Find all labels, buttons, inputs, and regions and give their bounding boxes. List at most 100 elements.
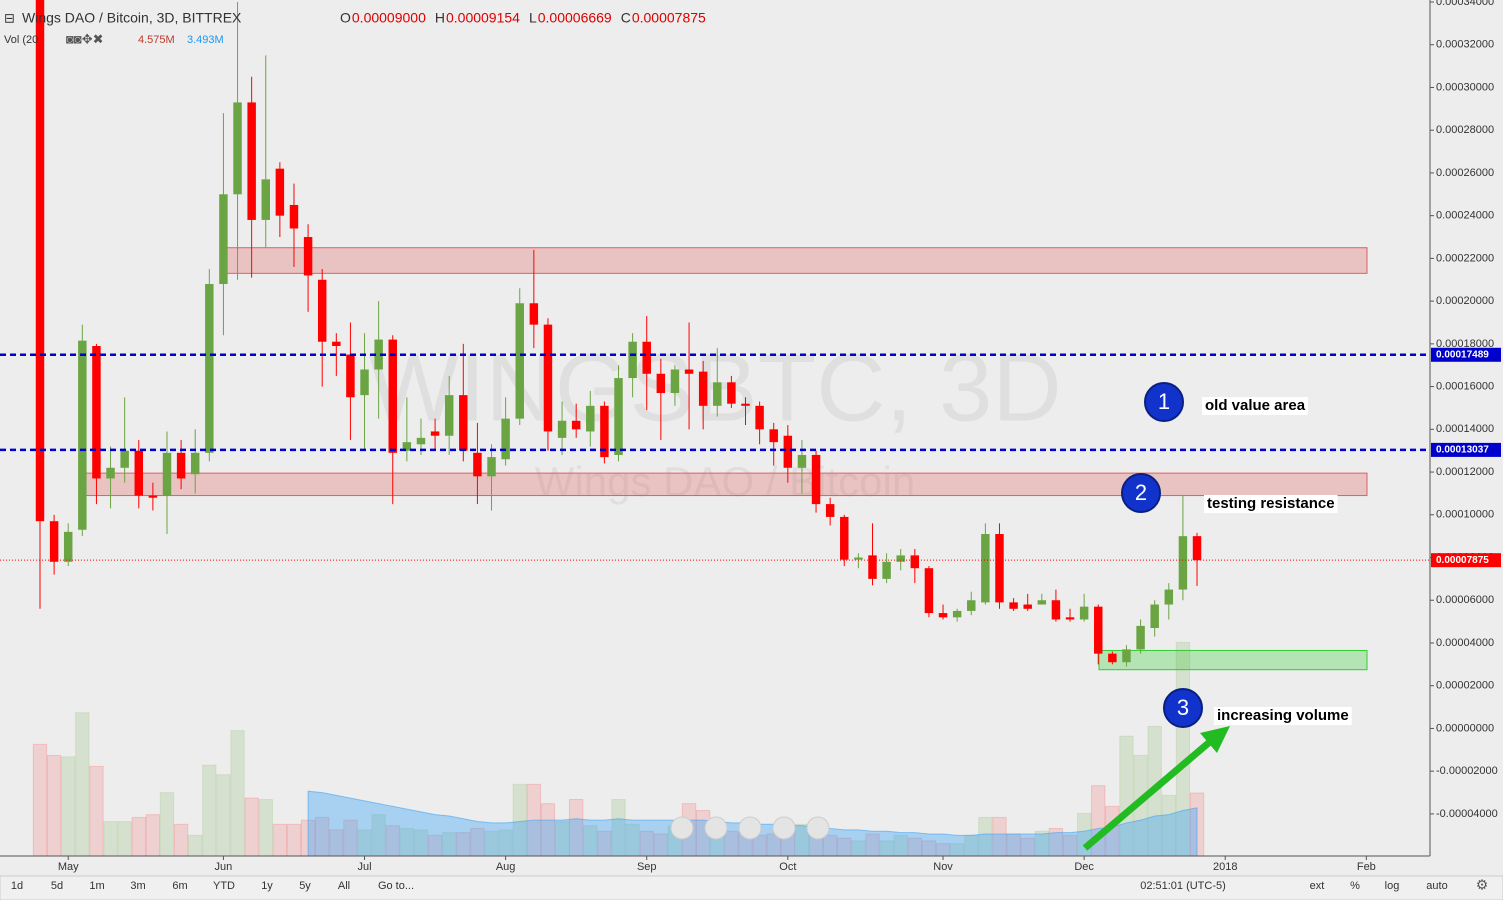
volume-bar: [32, 743, 48, 856]
x-tick-label: 2018: [1213, 861, 1237, 873]
y-tick-label: 0.00004000: [1436, 637, 1494, 649]
volume-bar: [597, 830, 612, 856]
volume-bar: [75, 712, 90, 856]
range-button[interactable]: 3m: [130, 880, 145, 892]
candle-body: [1150, 604, 1159, 629]
option-button[interactable]: log: [1385, 880, 1400, 892]
scroll-right-button[interactable]: [806, 816, 830, 840]
x-tick-label: Aug: [496, 861, 516, 873]
volume-icons[interactable]: ◙◙✥✖: [66, 31, 104, 46]
candle-body: [571, 420, 581, 430]
range-button[interactable]: 1m: [89, 880, 104, 892]
zoom-out-button[interactable]: [704, 816, 728, 840]
candle-body: [1178, 536, 1188, 590]
volume-bar: [188, 834, 203, 856]
ohlc-key: L: [529, 10, 537, 26]
volume-ma-value: 3.493M: [187, 34, 224, 46]
annotation-circle: [1121, 473, 1161, 513]
ohlc-value: 0.00006669: [538, 10, 612, 26]
candle-body: [360, 369, 369, 396]
y-tick-label: 0.00000000: [1436, 722, 1494, 734]
candle-body: [586, 405, 595, 432]
candle-body: [811, 454, 821, 505]
annotation-bg: [1202, 397, 1309, 415]
volume-bar: [611, 799, 626, 856]
volume-bar: [1062, 834, 1078, 856]
volume-bar: [286, 823, 302, 856]
volume-label: Vol (20: [4, 34, 38, 46]
volume-bar: [879, 840, 894, 856]
candle-body: [219, 194, 228, 285]
candle-body: [261, 179, 270, 220]
volume-bar: [131, 816, 146, 856]
volume-bar: [230, 730, 245, 856]
range-button[interactable]: 6m: [172, 880, 187, 892]
candle-body: [783, 435, 793, 468]
option-button[interactable]: %: [1350, 880, 1360, 892]
annotation-circle: [1163, 688, 1203, 728]
annotation-bg: [1214, 707, 1352, 725]
y-tick-label: 0.00010000: [1436, 509, 1494, 521]
candle-body: [92, 345, 101, 479]
candle-body: [332, 341, 341, 346]
candle-body: [233, 102, 242, 195]
candle-body: [148, 495, 158, 498]
reset-button[interactable]: [738, 816, 762, 840]
candle-body: [205, 284, 214, 453]
range-button[interactable]: All: [338, 880, 350, 892]
zoom-in-button[interactable]: [772, 816, 796, 840]
candle-body: [882, 561, 891, 579]
candle-body: [473, 452, 482, 477]
zone: [81, 472, 1368, 497]
range-button[interactable]: Go to...: [378, 880, 414, 892]
ohlc-key: H: [435, 10, 445, 26]
volume-bar: [427, 834, 443, 856]
candle-body: [727, 382, 736, 404]
annotation-text: old value area: [1205, 397, 1306, 414]
candle-body: [543, 324, 553, 432]
scroll-left-button[interactable]: [670, 816, 694, 840]
price-tag-label: 0.00013037: [1436, 445, 1489, 456]
candle-body: [557, 420, 567, 438]
candle-body: [430, 431, 440, 436]
candle-body: [614, 378, 623, 455]
candle-body: [967, 600, 976, 611]
price-tag: [1431, 442, 1501, 457]
candle-body: [1037, 600, 1047, 605]
option-button[interactable]: auto: [1426, 880, 1447, 892]
volume-bar: [907, 837, 923, 856]
volume-bar: [89, 765, 104, 856]
range-button[interactable]: 1d: [11, 880, 23, 892]
symbol-icon: ⊟: [4, 10, 15, 25]
candle-body: [797, 454, 807, 468]
x-tick-label: Dec: [1074, 861, 1094, 873]
candle-body: [402, 442, 412, 451]
candle-body: [600, 405, 609, 458]
volume-bar: [1048, 827, 1064, 856]
range-button[interactable]: 5d: [51, 880, 63, 892]
range-button[interactable]: 1y: [261, 880, 273, 892]
candle-body: [289, 204, 299, 229]
candle-body: [346, 354, 355, 398]
y-tick-label: 0.00006000: [1436, 594, 1494, 606]
candle-body: [910, 555, 920, 569]
candle-body: [78, 340, 87, 530]
option-button[interactable]: ext: [1310, 880, 1325, 892]
range-button[interactable]: 5y: [299, 880, 311, 892]
candle-body: [825, 504, 835, 517]
volume-bar: [272, 823, 288, 856]
candle-body: [981, 534, 990, 603]
candle-body: [952, 610, 962, 618]
candle-body: [459, 395, 468, 451]
candle-body: [501, 418, 510, 460]
candle-body: [1164, 589, 1174, 605]
y-tick-label: 0.00024000: [1436, 210, 1494, 222]
candle-body: [1051, 600, 1061, 620]
candle-body: [642, 341, 651, 374]
price-tag-label: 0.00007875: [1436, 555, 1489, 566]
range-button[interactable]: YTD: [213, 880, 235, 892]
y-tick-label: -0.00004000: [1436, 808, 1498, 820]
candle-body: [190, 452, 200, 475]
